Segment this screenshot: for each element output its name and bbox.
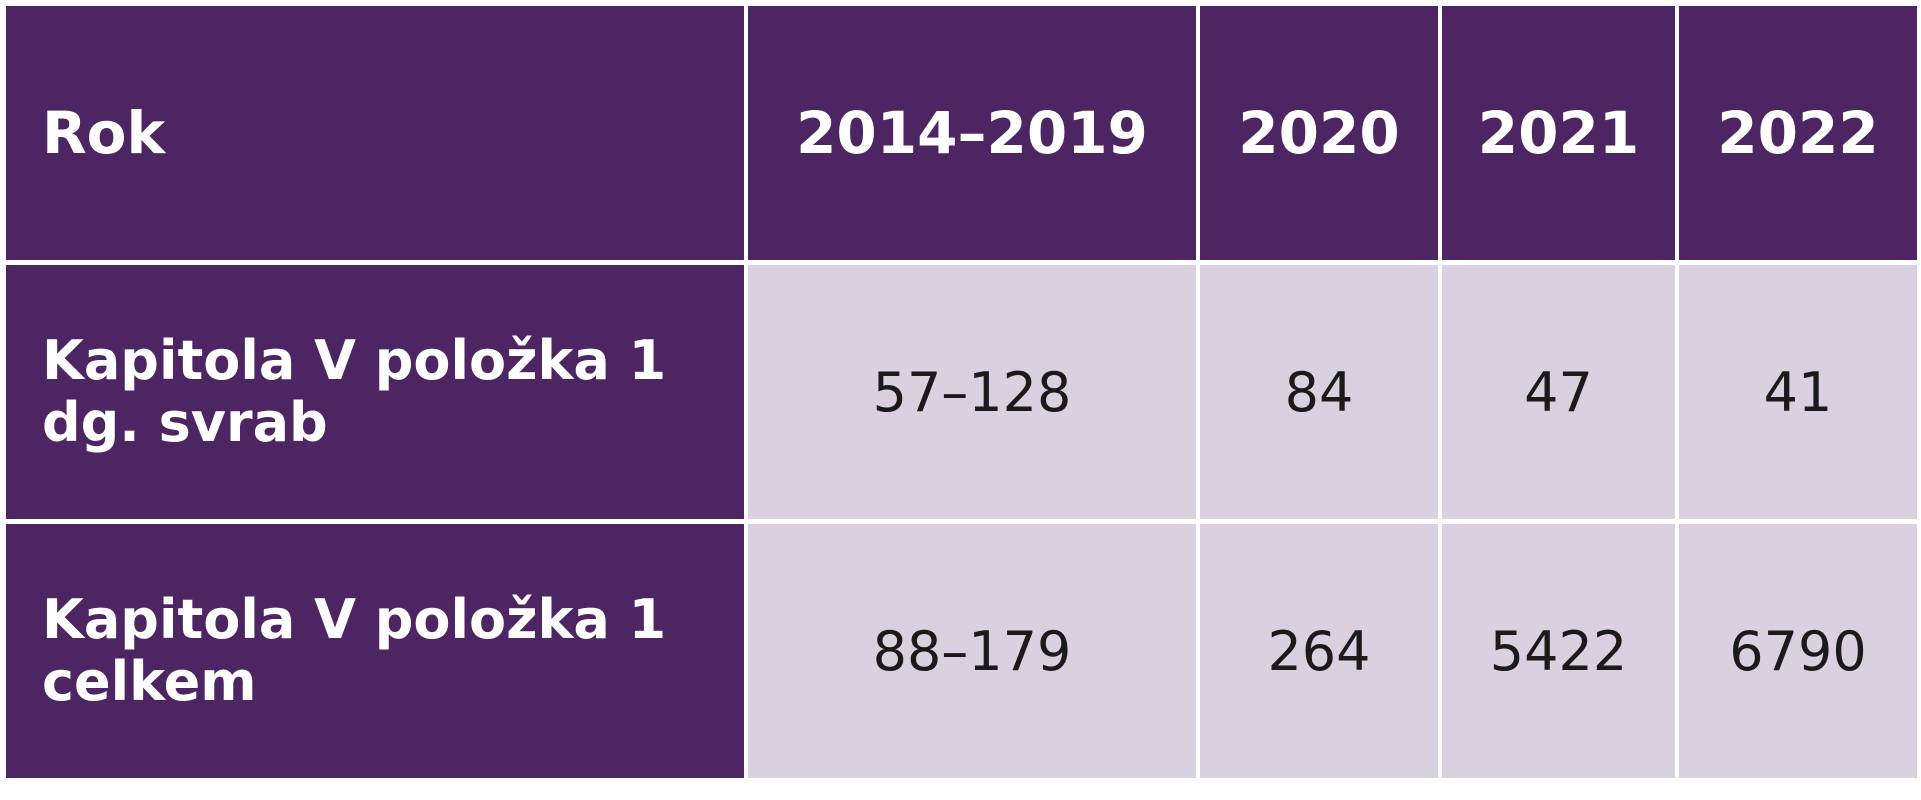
header-cell: 2014–2019 — [748, 6, 1196, 260]
data-cell: 84 — [1200, 265, 1438, 519]
data-cell-text: 264 — [1267, 619, 1371, 683]
row-label: Kapitola V položka 1 celkem — [6, 524, 744, 778]
data-cell-text: 5422 — [1489, 619, 1628, 683]
header-cell-text: 2020 — [1238, 99, 1400, 167]
row-label: Kapitola V položka 1 dg. svrab — [6, 265, 744, 519]
table: Rok 2014–2019 2020 2021 2022 Kapitola V polož… — [6, 6, 1917, 778]
header-cell-text: 2021 — [1477, 99, 1640, 167]
header-cell-text: 2022 — [1717, 99, 1879, 167]
data-cell: 264 — [1200, 524, 1438, 778]
header-cell-text: Rok — [42, 99, 166, 167]
header-cell: Rok — [6, 6, 744, 260]
data-cell-text: 88–179 — [872, 619, 1072, 683]
row-label-text: Kapitola V položka 1 dg. svrab — [42, 328, 667, 454]
data-cell-text: 41 — [1763, 360, 1833, 424]
header-cell: 2022 — [1679, 6, 1917, 260]
data-cell-text: 47 — [1524, 360, 1593, 424]
header-cell-text: 2014–2019 — [796, 99, 1148, 167]
data-cell-text: 57–128 — [872, 360, 1072, 424]
data-cell: 47 — [1442, 265, 1675, 519]
data-cell: 88–179 — [748, 524, 1196, 778]
data-cell-text: 84 — [1284, 360, 1354, 424]
data-cell: 41 — [1679, 265, 1917, 519]
header-cell: 2020 — [1200, 6, 1438, 260]
row-label-text: Kapitola V položka 1 celkem — [42, 587, 667, 713]
data-cell: 57–128 — [748, 265, 1196, 519]
header-cell: 2021 — [1442, 6, 1675, 260]
data-cell-text: 6790 — [1729, 619, 1867, 683]
data-cell: 6790 — [1679, 524, 1917, 778]
data-cell: 5422 — [1442, 524, 1675, 778]
